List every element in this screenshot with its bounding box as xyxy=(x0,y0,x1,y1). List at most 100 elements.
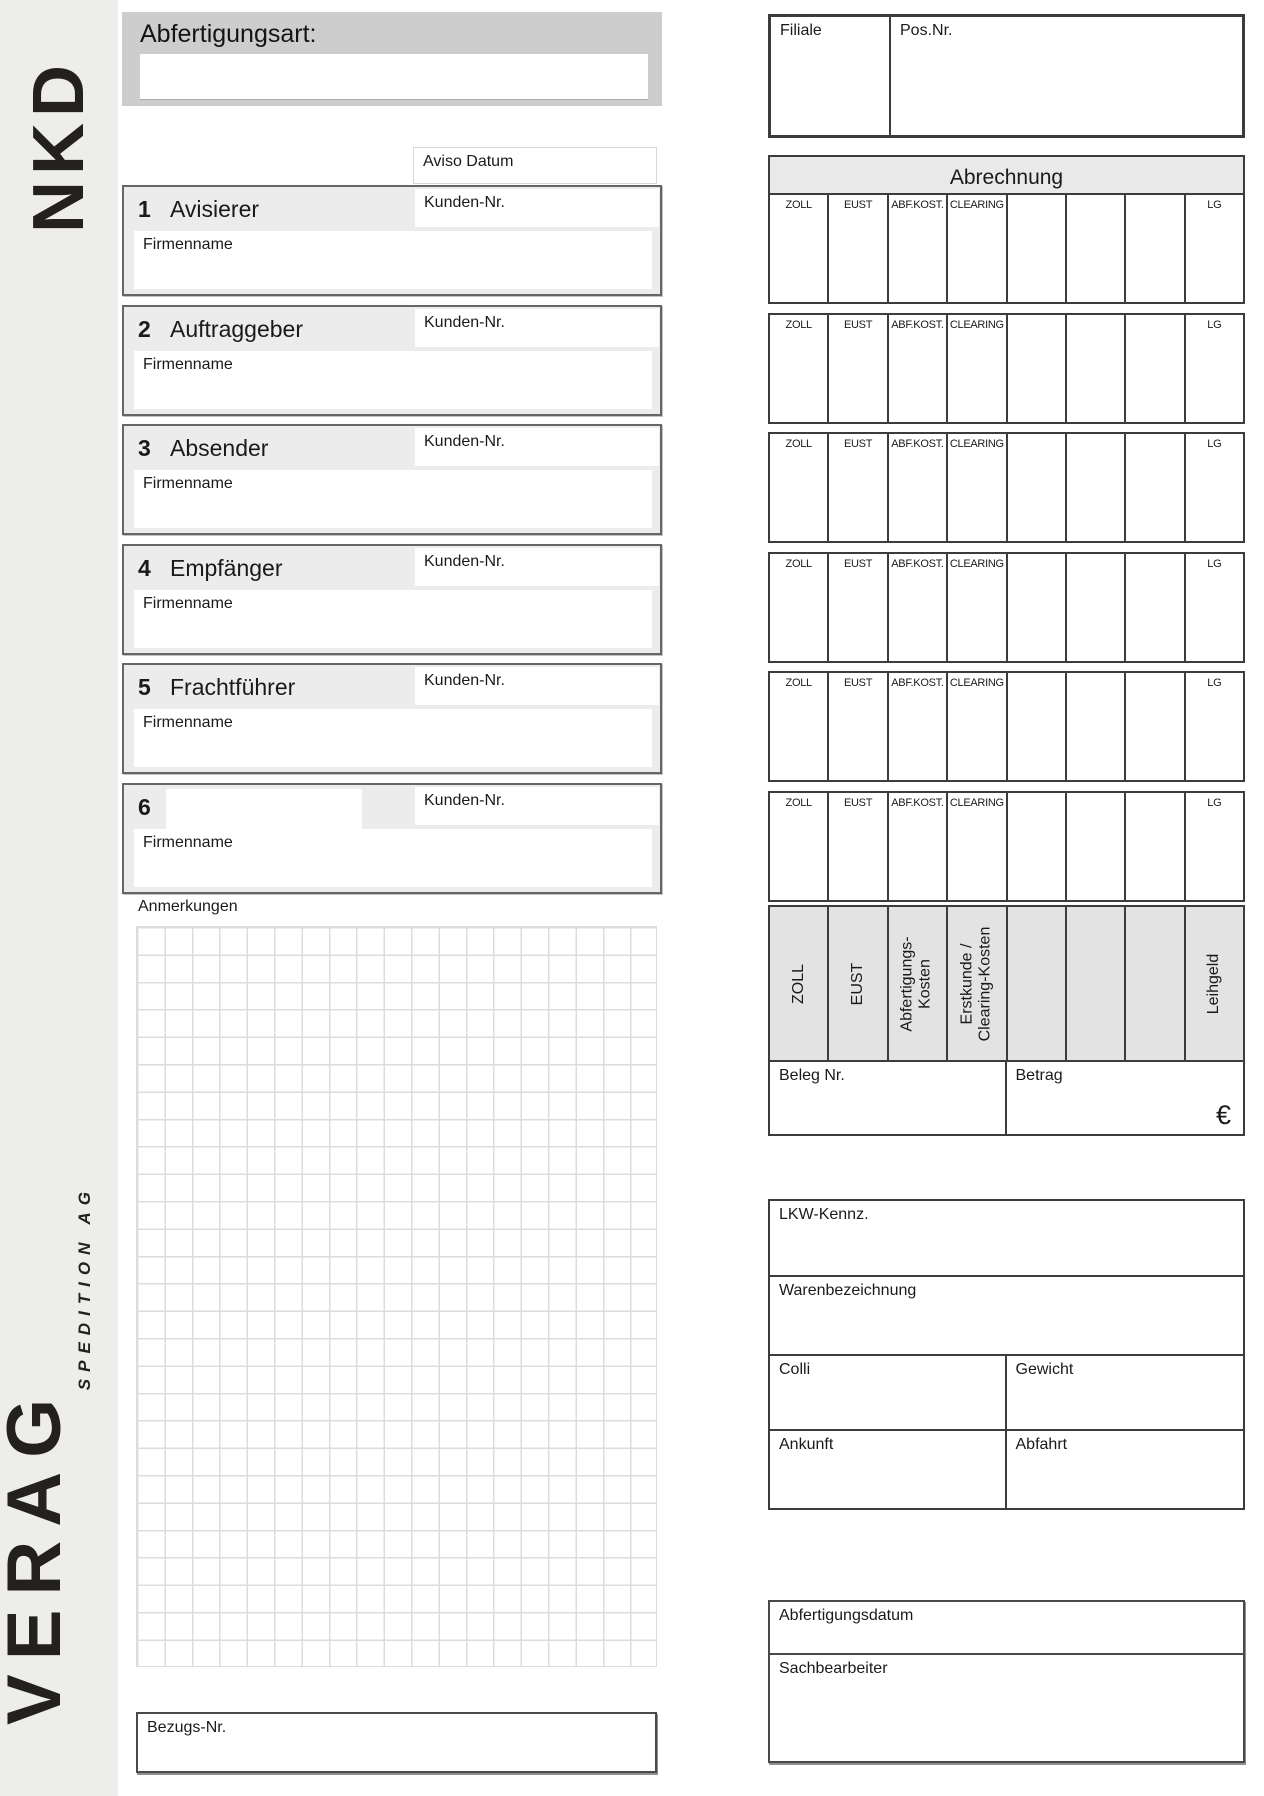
abrechnung-cell[interactable] xyxy=(1008,314,1067,422)
sachbearbeiter-field[interactable]: Sachbearbeiter xyxy=(770,1655,1243,1761)
abrechnung-row-4: ZOLL EUST ABF.KOST. CLEARING LG xyxy=(768,551,1245,663)
abfertigungsart-field[interactable] xyxy=(140,54,648,99)
party-block-5: 5 Frachtführer Kunden-Nr. Firmenname xyxy=(122,663,662,774)
firmenname-field[interactable]: Firmenname xyxy=(134,470,652,528)
abrechnung-cell[interactable] xyxy=(1008,195,1067,302)
abrechnung-cell[interactable] xyxy=(1008,434,1067,541)
firmenname-field[interactable]: Firmenname xyxy=(134,709,652,767)
abrechnung-cell[interactable]: ZOLL xyxy=(770,434,830,541)
abrechnung-cell[interactable] xyxy=(1126,314,1186,422)
processing-box: Abfertigungsdatum Sachbearbeiter xyxy=(768,1600,1245,1763)
kunden-nr-field[interactable]: Kunden-Nr. xyxy=(415,189,659,227)
abrechnung-cell[interactable]: LG xyxy=(1186,315,1243,422)
abrechnung-cell[interactable] xyxy=(1067,792,1127,900)
warenbezeichnung-field[interactable]: Warenbezeichnung xyxy=(770,1277,1243,1356)
abrechnung-cell[interactable]: CLEARING xyxy=(948,792,1008,900)
abrechnung-cell[interactable]: ABF.KOST. xyxy=(889,673,949,780)
abrechnung-cell[interactable]: EUST xyxy=(829,673,889,780)
abrechnung-cell[interactable]: LG xyxy=(1186,554,1243,661)
abrechnung-row-5: ZOLL EUST ABF.KOST. CLEARING LG xyxy=(768,671,1245,782)
nkd-logo: NKD xyxy=(19,59,99,233)
abrechnung-cell[interactable]: CLEARING xyxy=(948,195,1008,302)
abrechnung-cell[interactable] xyxy=(1008,553,1067,661)
column-header: EUST xyxy=(843,438,873,450)
abfertigungsdatum-label: Abfertigungsdatum xyxy=(779,1607,914,1624)
kunden-nr-field[interactable]: Kunden-Nr. xyxy=(415,547,659,586)
column-header: ZOLL xyxy=(785,677,813,689)
anmerkungen-grid[interactable] xyxy=(136,926,657,1667)
abrechnung-cell[interactable]: ZOLL xyxy=(770,314,830,422)
aviso-datum-field[interactable]: Aviso Datum xyxy=(413,147,657,184)
vertical-label-cell xyxy=(1008,907,1067,1060)
betrag-field[interactable]: Betrag € xyxy=(1007,1062,1244,1134)
firmenname-label: Firmenname xyxy=(143,475,233,492)
abrechnung-cell[interactable] xyxy=(1126,553,1186,661)
abfahrt-field[interactable]: Abfahrt xyxy=(1007,1431,1244,1508)
filiale-label: Filiale xyxy=(780,22,822,39)
firmenname-field[interactable]: Firmenname xyxy=(134,828,652,887)
filiale-field[interactable]: Filiale xyxy=(771,17,891,135)
abrechnung-cell[interactable]: EUST xyxy=(829,553,889,661)
abrechnung-cell[interactable]: ZOLL xyxy=(770,553,830,661)
column-header: ABF.KOST. xyxy=(891,796,944,809)
bezugs-nr-field[interactable]: Bezugs-Nr. xyxy=(136,1712,657,1773)
abrechnung-cell[interactable]: EUST xyxy=(829,314,889,422)
party-label: Avisierer xyxy=(170,196,260,222)
abrechnung-cell[interactable]: CLEARING xyxy=(948,314,1008,422)
abfertigungsdatum-field[interactable]: Abfertigungsdatum xyxy=(770,1602,1243,1655)
vertical-label: Abfertigungs- Kosten xyxy=(899,935,935,1032)
abrechnung-cell[interactable] xyxy=(1126,673,1186,780)
filiale-posnr-box: Filiale Pos.Nr. xyxy=(768,14,1245,138)
firmenname-field[interactable]: Firmenname xyxy=(134,350,652,409)
abrechnung-cell[interactable]: LG xyxy=(1186,793,1243,900)
abrechnung-cell[interactable]: ABF.KOST. xyxy=(889,792,949,900)
abrechnung-cell[interactable]: LG xyxy=(1186,434,1243,541)
abrechnung-cell[interactable]: EUST xyxy=(829,434,889,541)
abrechnung-cell[interactable] xyxy=(1067,434,1127,541)
abrechnung-cell[interactable] xyxy=(1008,673,1067,780)
firmenname-field[interactable]: Firmenname xyxy=(134,231,652,289)
beleg-nr-field[interactable]: Beleg Nr. xyxy=(770,1062,1007,1134)
kunden-nr-field[interactable]: Kunden-Nr. xyxy=(415,428,659,466)
abrechnung-cell[interactable] xyxy=(1008,792,1067,900)
colli-field[interactable]: Colli xyxy=(770,1356,1007,1429)
abrechnung-cell[interactable]: LG xyxy=(1186,673,1243,780)
kunden-nr-field[interactable]: Kunden-Nr. xyxy=(415,667,659,705)
abrechnung-row-1: ZOLL EUST ABF.KOST. CLEARING LG xyxy=(768,193,1245,304)
abrechnung-cell[interactable] xyxy=(1067,195,1127,302)
abrechnung-cell[interactable] xyxy=(1067,314,1127,422)
firmenname-field[interactable]: Firmenname xyxy=(134,589,652,648)
posnr-field[interactable]: Pos.Nr. xyxy=(891,17,1242,135)
abrechnung-cell[interactable]: ABF.KOST. xyxy=(889,314,949,422)
abrechnung-cell[interactable]: EUST xyxy=(829,792,889,900)
abrechnung-cell[interactable]: ZOLL xyxy=(770,792,830,900)
lkw-kennz-field[interactable]: LKW-Kennz. xyxy=(770,1201,1243,1277)
abrechnung-cell[interactable] xyxy=(1067,553,1127,661)
ankunft-field[interactable]: Ankunft xyxy=(770,1431,1007,1508)
abrechnung-cell[interactable] xyxy=(1126,434,1186,541)
column-header: ZOLL xyxy=(785,318,813,331)
abrechnung-cell[interactable]: CLEARING xyxy=(948,553,1008,661)
abrechnung-cell[interactable]: EUST xyxy=(829,195,889,302)
ankunft-abfahrt-row: Ankunft Abfahrt xyxy=(770,1431,1243,1508)
abrechnung-cell[interactable]: ABF.KOST. xyxy=(889,434,949,541)
kunden-nr-field[interactable]: Kunden-Nr. xyxy=(415,786,659,825)
abrechnung-cell[interactable]: CLEARING xyxy=(948,673,1008,780)
abrechnung-cell[interactable]: ZOLL xyxy=(770,673,830,780)
abrechnung-cell[interactable]: ABF.KOST. xyxy=(889,553,949,661)
betrag-label: Betrag xyxy=(1015,1067,1063,1084)
column-header: LG xyxy=(1207,318,1222,331)
column-header: ZOLL xyxy=(785,557,813,570)
abrechnung-cell[interactable]: ABF.KOST. xyxy=(889,195,949,302)
abrechnung-cell[interactable]: CLEARING xyxy=(948,434,1008,541)
abrechnung-cell[interactable] xyxy=(1126,792,1186,900)
abrechnung-cell[interactable] xyxy=(1067,673,1127,780)
column-header: CLEARING xyxy=(949,318,1004,331)
abrechnung-cell[interactable]: LG xyxy=(1186,195,1243,302)
kunden-nr-field[interactable]: Kunden-Nr. xyxy=(415,308,659,347)
abrechnung-cell[interactable]: ZOLL xyxy=(770,195,830,302)
gewicht-field[interactable]: Gewicht xyxy=(1007,1356,1244,1429)
abrechnung-cell[interactable] xyxy=(1126,195,1186,302)
column-header: CLEARING xyxy=(949,677,1004,689)
party-name-field[interactable] xyxy=(166,788,362,831)
